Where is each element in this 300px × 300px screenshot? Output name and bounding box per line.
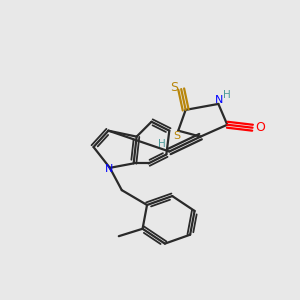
Text: N: N (215, 95, 224, 105)
Text: H: H (158, 139, 166, 149)
Text: S: S (173, 131, 180, 141)
Text: O: O (255, 121, 265, 134)
Text: S: S (170, 81, 178, 94)
Text: N: N (104, 164, 113, 174)
Text: H: H (224, 90, 231, 100)
